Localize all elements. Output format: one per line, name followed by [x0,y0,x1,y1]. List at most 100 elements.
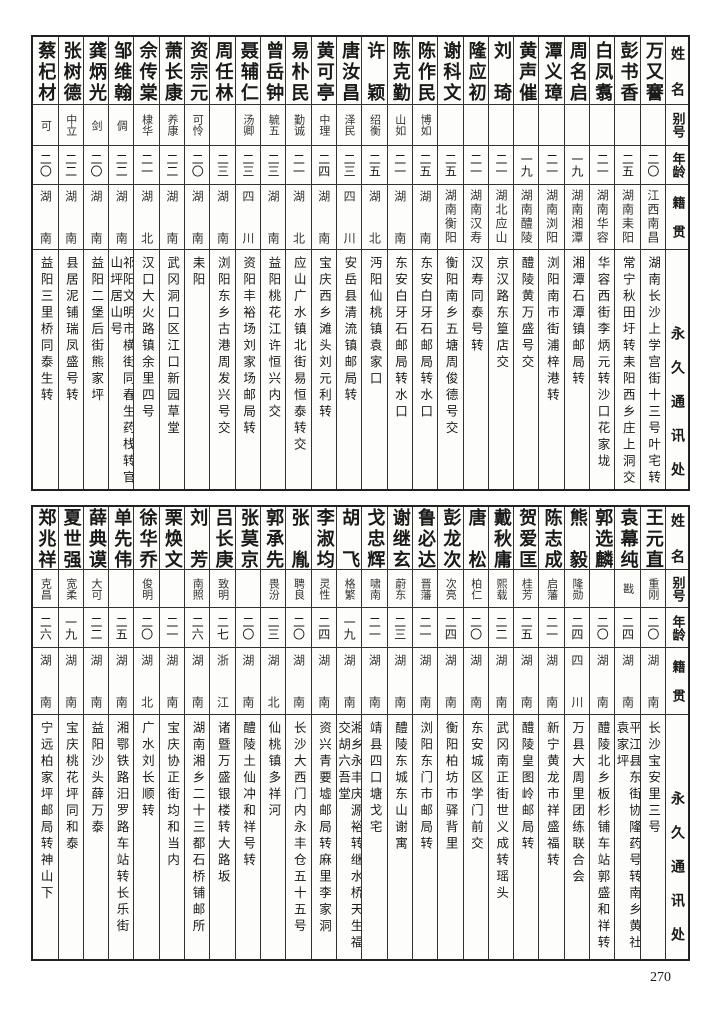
cell-home: 湖南 [488,648,514,715]
person-addr: 安岳县清流镇邮局转 [342,256,358,405]
person-name: 龚炳光 [85,40,107,101]
person-name: 单先伟 [111,508,133,568]
person-addr: 浏阳东门市邮局转 [418,721,434,853]
cell-home: 湖南 [109,185,134,250]
cell-addr: 益阳桃花江许恒兴内交 [261,250,285,489]
cell-addr: 湘乡永丰庆源裕转继水桥天生福交胡六吾堂 [337,715,361,959]
cell-alias: 剑 [83,105,109,146]
person-name: 王元直 [642,508,664,568]
person-alias: 剑 [90,119,104,131]
cell-home: 湖南 [286,648,311,715]
person-addr: 沔阳仙桃镇袁家口 [367,256,383,388]
cell-home: 湖南 [412,648,438,715]
cell-name: 郑兆祥 [33,507,58,570]
person-addr: 醴陵皇图岭邮局转 [519,721,535,853]
header-label-home: 籍贯 [669,660,685,702]
cell-age: 二一 [159,608,185,648]
person-column: 彭龙次 次亮 二四 湖南 衡阳柏坊市驿背里 [437,507,463,959]
cell-addr: 醴陵北乡板杉铺车站郭盛和祥转 [590,715,614,959]
person-home: 湖南 [63,190,78,244]
person-column: 聂辅仁 汤卿 二三 四川 资阳丰裕场刘家场邮局转 [234,37,260,489]
cell-alias: 晋藩 [412,570,438,608]
cell-name: 刘芳 [185,507,210,570]
person-age: 二三 [392,615,407,640]
person-column: 邹维翰倜二二 湖南 祁阳文明市横街同春生药栈转官山坪居山号 [108,37,134,489]
person-age: 二四 [620,615,635,640]
person-addr: 资阳丰裕场刘家场邮局转 [241,256,257,438]
cell-addr: 耒阳 [185,250,209,489]
person-column: 刘琦 二一 湖北应山 京汉路东篁店交 [487,37,514,489]
person-home: 湖北 [139,190,154,244]
person-column: 万又謇 二〇 江西南昌 湖南长沙上学宫街十三号叶宅转 [639,37,665,489]
cell-alias: 聘良 [286,570,311,608]
cell-alias: 可 [33,105,58,146]
person-home: 湖南 [468,654,483,708]
cell-home: 江西南昌 [640,185,665,250]
cell-alias: 灵性 [311,570,336,608]
cell-name: 张胤 [286,507,311,570]
person-addr: 武冈洞口区江口新园草堂 [165,256,181,438]
cell-alias: 可怜 [185,105,210,146]
cell-age: 二六 [185,608,210,648]
person-column: 周名启 一九 湖南湘潭 湘潭石潭镇邮局转 [563,37,590,489]
cell-addr: 沔阳仙桃镇袁家口 [362,250,386,489]
cell-age: 二五 [109,608,134,648]
person-alias: 绍衡 [368,114,382,136]
person-addr: 宝庆协正街均和当内 [165,721,181,870]
person-column: 隆应初 二一 湖南汉寿 汉寿同泰号转 [462,37,488,489]
person-age: 二二 [164,153,179,177]
cell-addr: 汉寿同泰号转 [464,250,488,489]
person-name: 陈克勤 [389,40,411,101]
person-home: 湖南汉寿 [468,189,483,245]
person-age: 二五 [519,615,534,640]
person-addr: 宝庆西乡滩头刘元利转 [317,256,333,421]
cell-home: 湖南 [362,648,387,715]
person-name: 薛典谟 [85,508,107,568]
person-alias: 重刚 [646,577,660,600]
roster-table-bottom: 姓名 别号 年龄 籍贯 永久通讯处 王元直 重刚 二〇 湖南 长沙宝安里三号 袁幕纯戡二四 湖南 平江县… [31,505,690,961]
cell-addr: 益阳二堡后街熊家坪 [84,250,108,489]
cell-home: 四川 [235,185,260,250]
cell-age: 一九 [336,608,362,648]
cell-name: 张树德 [58,37,83,105]
person-addr: 京汉路东篁店交 [494,256,510,372]
cell-alias: 隆勋 [564,570,590,608]
person-column: 萧长康 养康 二二 湖南 武冈洞口区江口新园草堂 [158,37,185,489]
cell-home: 湖南 [261,185,286,250]
person-age: 二〇 [190,153,205,177]
cell-name: 陈克勤 [387,37,412,105]
person-column: 潭义璋 二一 湖南浏阳 浏阳南市街浦梓港转 [538,37,564,489]
person-age: 二七 [215,615,230,640]
header-label-addr: 永久通讯处 [669,791,685,941]
cell-name: 吕长庚 [210,507,235,570]
person-home: 湖北 [291,190,306,244]
person-name: 郑兆祥 [35,508,57,568]
person-home: 湖南 [114,654,129,708]
cell-name: 陈志成 [539,507,564,570]
person-age: 二一 [392,153,407,177]
person-home: 湖南 [38,654,53,708]
person-home: 湖南 [164,654,179,708]
person-home: 湖南 [266,190,281,244]
person-addr: 益阳三里桥同泰生转 [38,256,54,405]
cell-home: 湖南 [58,185,83,250]
person-alias: 隆勋 [570,577,584,600]
person-alias: 泽民 [343,114,357,136]
cell-age: 一九 [564,146,590,185]
cell-age: 二三 [387,608,412,648]
cell-age: 二〇 [185,146,210,185]
person-addr: 广水刘长顺转 [139,721,155,820]
person-alias: 中理 [317,114,331,136]
cell-age: 二二 [488,608,514,648]
person-age: 二三 [240,153,255,177]
person-age: 二四 [316,615,331,640]
person-home: 湖南华容 [595,189,610,245]
cell-alias: 棣华 [134,105,159,146]
person-home: 湖南 [418,654,433,708]
person-age: 二〇 [38,153,53,177]
cell-age: 二三 [261,608,286,648]
person-home: 湖南 [88,654,103,708]
person-addr: 武冈南正街世义成转瑶头 [494,721,510,903]
cell-home: 湖南 [83,185,109,250]
cell-home: 浙江 [210,648,235,715]
